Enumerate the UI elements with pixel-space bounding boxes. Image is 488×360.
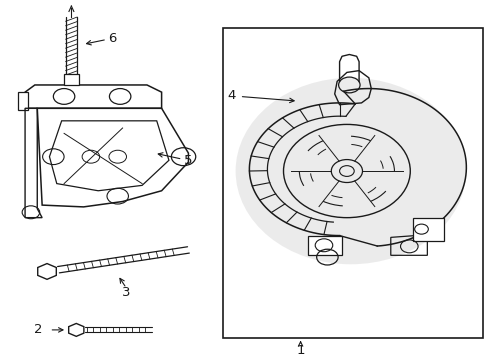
Bar — [63, 74, 79, 85]
Text: 3: 3 — [122, 287, 130, 300]
Ellipse shape — [235, 78, 465, 264]
Text: 6: 6 — [108, 32, 116, 45]
Text: 2: 2 — [34, 323, 42, 336]
Text: 1: 1 — [296, 344, 304, 357]
Bar — [412, 218, 444, 241]
Bar — [307, 235, 341, 255]
Text: 5: 5 — [183, 154, 192, 167]
Bar — [18, 92, 27, 110]
Bar — [222, 28, 483, 338]
Text: 4: 4 — [227, 89, 236, 102]
